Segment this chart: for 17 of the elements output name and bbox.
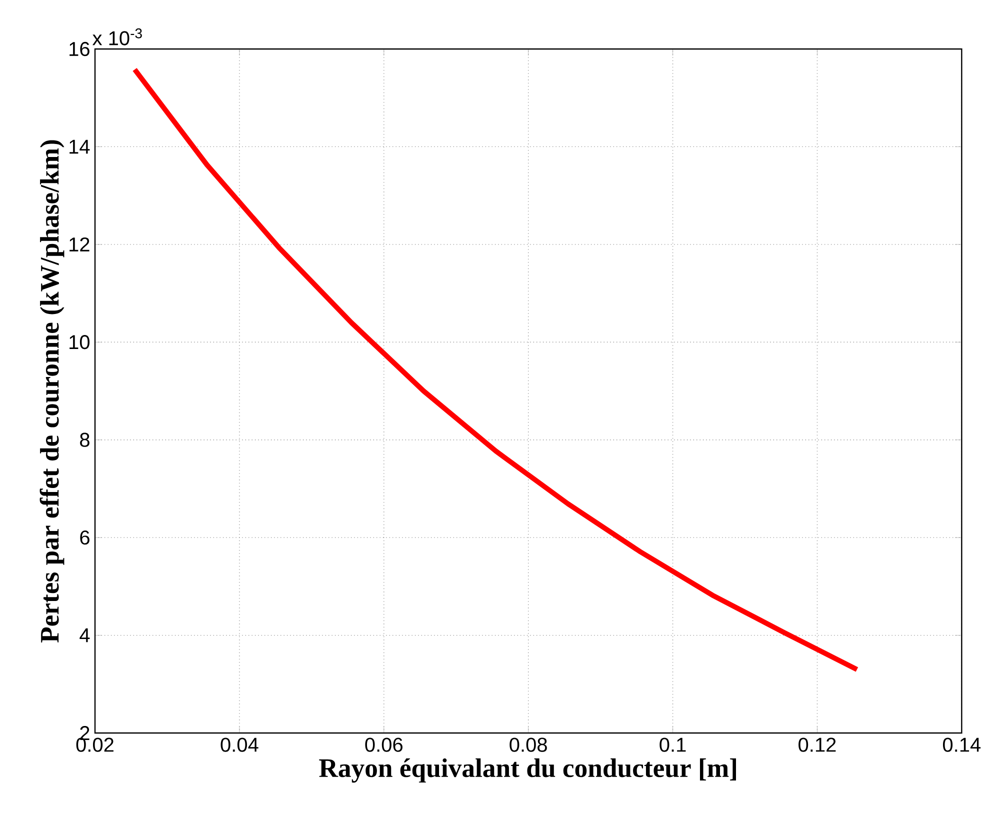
y-tick-label: 4	[80, 628, 90, 642]
x-tick-label: 0.14	[942, 738, 981, 752]
x-tick-label: 0.06	[365, 738, 402, 752]
x-tick-label: 0.04	[220, 738, 258, 752]
x-tick-label: 0.02	[76, 738, 114, 752]
x-axis-title: Rayon équivalant du conducteur [m]	[319, 758, 736, 783]
y-tick-label: 8	[80, 432, 90, 447]
y-tick-label: 16	[70, 42, 90, 56]
y-tick-label: 14	[70, 140, 90, 154]
y-tick-label: 10	[70, 335, 90, 350]
x-tick-label: 0.08	[510, 738, 547, 752]
x-tick-label: 0.12	[798, 738, 836, 752]
y-tick-label: 6	[80, 530, 90, 545]
y-tick-label: 12	[70, 237, 90, 252]
text: x 10$^{-3}$	[92, 28, 142, 46]
x-tick-label: 0.1	[660, 738, 686, 752]
y-axis-title: Pertes par effet de couronne (kW/phase/km)	[40, 140, 64, 642]
